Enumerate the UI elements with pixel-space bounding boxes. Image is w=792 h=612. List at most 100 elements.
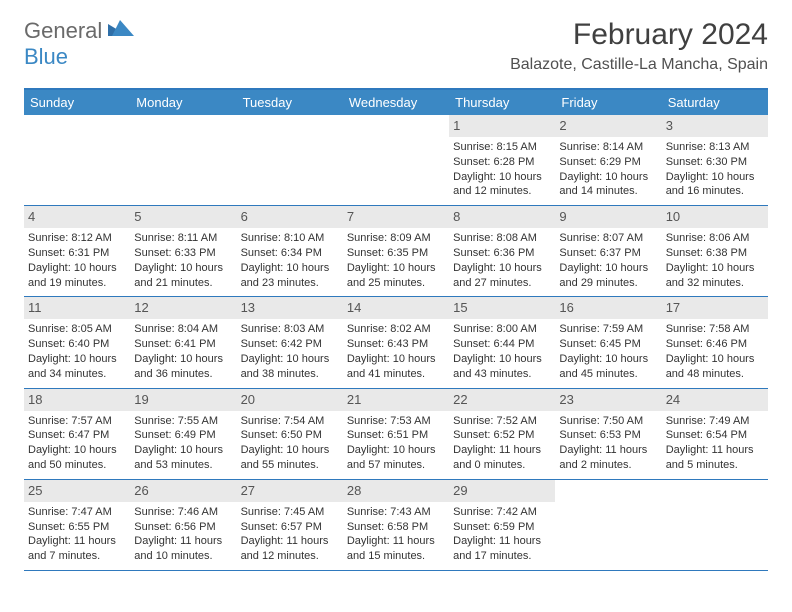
sunrise-line: Sunrise: 8:06 AM [666, 231, 764, 246]
daylight-line: Daylight: 10 hours and 57 minutes. [347, 443, 445, 473]
day-number: 2 [559, 118, 566, 133]
sunset-line: Sunset: 6:52 PM [453, 428, 551, 443]
day-number-bar: 20 [237, 389, 343, 411]
sunset-line: Sunset: 6:38 PM [666, 246, 764, 261]
day-cell [130, 115, 236, 205]
daylight-line: Daylight: 10 hours and 14 minutes. [559, 170, 657, 200]
day-number-bar: 28 [343, 480, 449, 502]
week-row: 1Sunrise: 8:15 AMSunset: 6:28 PMDaylight… [24, 115, 768, 206]
day-number-bar: 9 [555, 206, 661, 228]
day-number-bar: 23 [555, 389, 661, 411]
month-title: February 2024 [510, 18, 768, 52]
sunset-line: Sunset: 6:35 PM [347, 246, 445, 261]
sunrise-line: Sunrise: 7:50 AM [559, 414, 657, 429]
sunrise-line: Sunrise: 7:52 AM [453, 414, 551, 429]
day-number-bar: 13 [237, 297, 343, 319]
daylight-line: Daylight: 10 hours and 38 minutes. [241, 352, 339, 382]
sunrise-line: Sunrise: 7:58 AM [666, 322, 764, 337]
sunset-line: Sunset: 6:56 PM [134, 520, 232, 535]
day-number: 9 [559, 209, 566, 224]
sunrise-line: Sunrise: 7:47 AM [28, 505, 126, 520]
sunset-line: Sunset: 6:30 PM [666, 155, 764, 170]
sunrise-line: Sunrise: 7:45 AM [241, 505, 339, 520]
day-cell: 4Sunrise: 8:12 AMSunset: 6:31 PMDaylight… [24, 206, 130, 296]
sunrise-line: Sunrise: 8:02 AM [347, 322, 445, 337]
day-cell: 21Sunrise: 7:53 AMSunset: 6:51 PMDayligh… [343, 389, 449, 479]
daylight-line: Daylight: 10 hours and 53 minutes. [134, 443, 232, 473]
daylight-line: Daylight: 10 hours and 50 minutes. [28, 443, 126, 473]
day-number-bar: 22 [449, 389, 555, 411]
sunset-line: Sunset: 6:59 PM [453, 520, 551, 535]
day-number-bar: 10 [662, 206, 768, 228]
day-number-bar: 24 [662, 389, 768, 411]
day-number-bar: 11 [24, 297, 130, 319]
sunset-line: Sunset: 6:51 PM [347, 428, 445, 443]
location-subtitle: Balazote, Castille-La Mancha, Spain [510, 56, 768, 74]
sunrise-line: Sunrise: 7:43 AM [347, 505, 445, 520]
day-cell: 11Sunrise: 8:05 AMSunset: 6:40 PMDayligh… [24, 297, 130, 387]
day-cell: 23Sunrise: 7:50 AMSunset: 6:53 PMDayligh… [555, 389, 661, 479]
day-number: 6 [241, 209, 248, 224]
day-number: 10 [666, 209, 680, 224]
daylight-line: Daylight: 10 hours and 43 minutes. [453, 352, 551, 382]
sunset-line: Sunset: 6:44 PM [453, 337, 551, 352]
logo: General [24, 18, 136, 44]
day-number-bar: 17 [662, 297, 768, 319]
sunrise-line: Sunrise: 7:54 AM [241, 414, 339, 429]
day-of-week-header: SundayMondayTuesdayWednesdayThursdayFrid… [24, 90, 768, 115]
day-number-bar: 14 [343, 297, 449, 319]
sunrise-line: Sunrise: 8:09 AM [347, 231, 445, 246]
sunrise-line: Sunrise: 8:15 AM [453, 140, 551, 155]
daylight-line: Daylight: 10 hours and 29 minutes. [559, 261, 657, 291]
day-number-bar: 7 [343, 206, 449, 228]
sunrise-line: Sunrise: 8:00 AM [453, 322, 551, 337]
daylight-line: Daylight: 10 hours and 27 minutes. [453, 261, 551, 291]
day-number: 27 [241, 483, 255, 498]
daylight-line: Daylight: 10 hours and 36 minutes. [134, 352, 232, 382]
dow-cell: Thursday [449, 90, 555, 115]
sunrise-line: Sunrise: 8:13 AM [666, 140, 764, 155]
day-number-bar: 21 [343, 389, 449, 411]
day-number: 15 [453, 300, 467, 315]
dow-cell: Tuesday [237, 90, 343, 115]
daylight-line: Daylight: 11 hours and 5 minutes. [666, 443, 764, 473]
day-number: 17 [666, 300, 680, 315]
day-cell: 3Sunrise: 8:13 AMSunset: 6:30 PMDaylight… [662, 115, 768, 205]
sunset-line: Sunset: 6:36 PM [453, 246, 551, 261]
page-header: General February 2024 Balazote, Castille… [0, 0, 792, 80]
day-number-bar: 6 [237, 206, 343, 228]
day-number-bar: 15 [449, 297, 555, 319]
day-number: 4 [28, 209, 35, 224]
logo-triangle-icon [108, 20, 134, 43]
sunset-line: Sunset: 6:42 PM [241, 337, 339, 352]
day-number-bar: 12 [130, 297, 236, 319]
sunset-line: Sunset: 6:46 PM [666, 337, 764, 352]
sunrise-line: Sunrise: 8:04 AM [134, 322, 232, 337]
sunset-line: Sunset: 6:41 PM [134, 337, 232, 352]
daylight-line: Daylight: 10 hours and 16 minutes. [666, 170, 764, 200]
day-number-bar: 29 [449, 480, 555, 502]
day-cell: 24Sunrise: 7:49 AMSunset: 6:54 PMDayligh… [662, 389, 768, 479]
day-cell: 5Sunrise: 8:11 AMSunset: 6:33 PMDaylight… [130, 206, 236, 296]
day-number: 24 [666, 392, 680, 407]
weeks-container: 1Sunrise: 8:15 AMSunset: 6:28 PMDaylight… [24, 115, 768, 571]
day-cell: 22Sunrise: 7:52 AMSunset: 6:52 PMDayligh… [449, 389, 555, 479]
dow-cell: Wednesday [343, 90, 449, 115]
day-cell: 20Sunrise: 7:54 AMSunset: 6:50 PMDayligh… [237, 389, 343, 479]
day-cell: 15 Sunrise: 8:00 AMSunset: 6:44 PMDayligh… [449, 297, 555, 387]
dow-cell: Friday [555, 90, 661, 115]
day-number: 14 [347, 300, 361, 315]
sunrise-line: Sunrise: 7:49 AM [666, 414, 764, 429]
day-number-bar: 16 [555, 297, 661, 319]
sunrise-line: Sunrise: 7:55 AM [134, 414, 232, 429]
sunset-line: Sunset: 6:58 PM [347, 520, 445, 535]
day-number: 22 [453, 392, 467, 407]
day-cell [24, 115, 130, 205]
sunrise-line: Sunrise: 7:57 AM [28, 414, 126, 429]
day-cell: 1Sunrise: 8:15 AMSunset: 6:28 PMDaylight… [449, 115, 555, 205]
day-number: 29 [453, 483, 467, 498]
sunset-line: Sunset: 6:53 PM [559, 428, 657, 443]
sunrise-line: Sunrise: 8:12 AM [28, 231, 126, 246]
sunset-line: Sunset: 6:47 PM [28, 428, 126, 443]
logo-text-general: General [24, 18, 102, 44]
